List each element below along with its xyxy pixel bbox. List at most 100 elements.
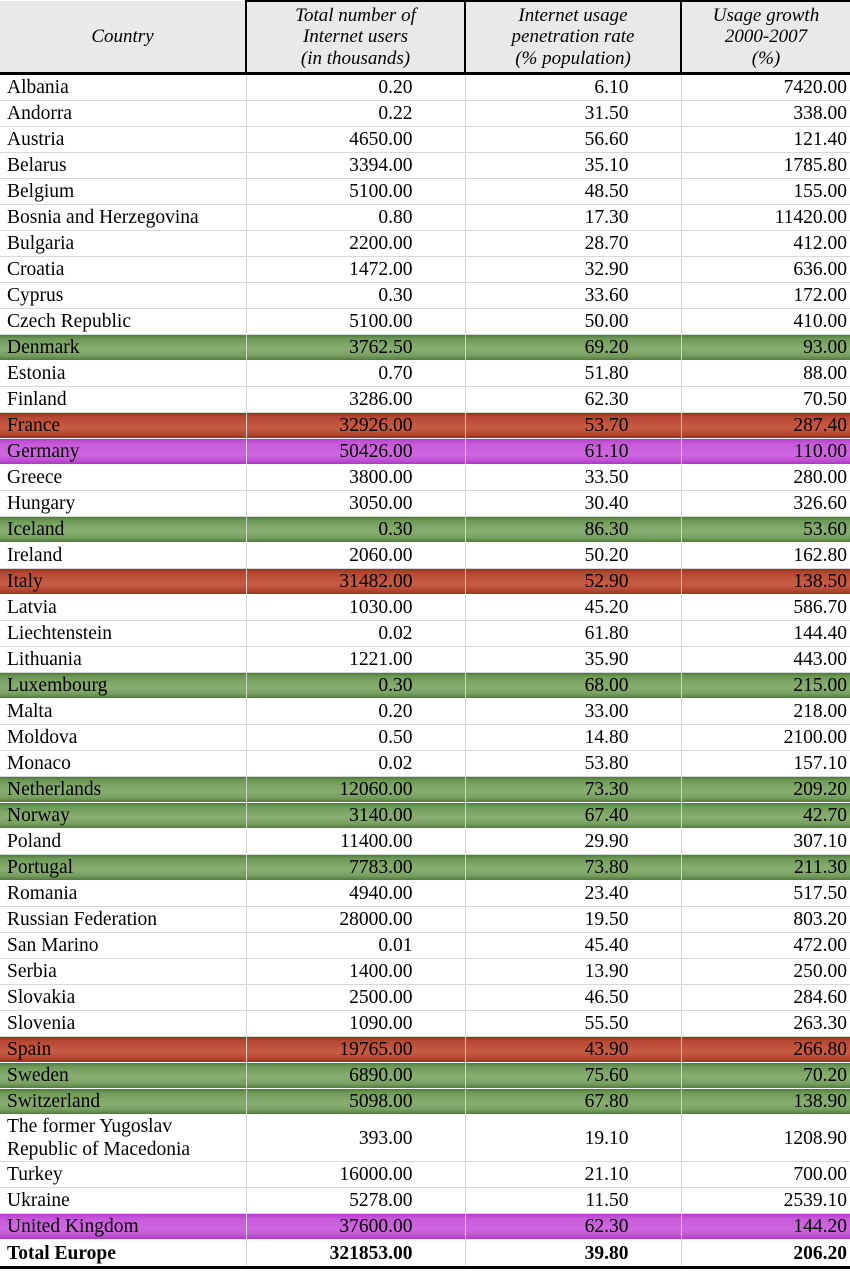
cell-users: 393.00 <box>245 1114 465 1163</box>
cell-users: 0.30 <box>245 282 465 310</box>
cell-growth: 144.40 <box>680 620 850 648</box>
cell-growth: 287.40 <box>680 412 850 439</box>
cell-penetration: 43.90 <box>464 1036 681 1063</box>
cell-growth: 138.50 <box>680 568 850 595</box>
table-row: Luxembourg 0.30 68.00 215.00 <box>0 672 850 699</box>
cell-growth: 1785.80 <box>680 152 850 180</box>
cell-growth: 7420.00 <box>680 73 850 102</box>
table-row: Bosnia and Herzegovina 0.80 17.30 11420.00 <box>0 204 850 232</box>
cell-growth: 412.00 <box>680 230 850 258</box>
cell-users: 0.30 <box>245 516 465 543</box>
table-row: Cyprus 0.30 33.60 172.00 <box>0 282 850 310</box>
table-row: Albania 0.20 6.10 7420.00 <box>0 73 850 102</box>
cell-users: 0.80 <box>245 204 465 232</box>
cell-growth: 42.70 <box>680 802 850 829</box>
cell-country: Ireland <box>0 542 246 570</box>
cell-penetration: 30.40 <box>464 490 681 518</box>
cell-country: Bulgaria <box>0 230 246 258</box>
table-row: Belgium 5100.00 48.50 155.00 <box>0 178 850 206</box>
cell-country: Poland <box>0 828 246 856</box>
cell-growth: 70.50 <box>680 386 850 414</box>
table-row: Spain 19765.00 43.90 266.80 <box>0 1036 850 1063</box>
cell-penetration: 13.90 <box>464 958 681 986</box>
cell-growth: 280.00 <box>680 464 850 492</box>
cell-users: 1090.00 <box>245 1010 465 1038</box>
cell-growth: 1208.90 <box>680 1114 850 1163</box>
cell-penetration: 19.10 <box>464 1114 681 1163</box>
cell-country: Russian Federation <box>0 906 246 934</box>
table-row: Ireland 2060.00 50.20 162.80 <box>0 542 850 570</box>
cell-users: 3800.00 <box>245 464 465 492</box>
cell-users: 2500.00 <box>245 984 465 1012</box>
cell-growth: 144.20 <box>680 1213 850 1240</box>
cell-growth: 803.20 <box>680 906 850 934</box>
table-row: Austria 4650.00 56.60 121.40 <box>0 126 850 154</box>
table-row: Slovenia 1090.00 55.50 263.30 <box>0 1010 850 1038</box>
cell-growth: 472.00 <box>680 932 850 960</box>
table-footer: Total Europe 321853.00 39.80 206.20 <box>0 1239 850 1270</box>
cell-users: 3050.00 <box>245 490 465 518</box>
cell-penetration: 19.50 <box>464 906 681 934</box>
total-penetration: 39.80 <box>464 1239 681 1270</box>
cell-penetration: 45.20 <box>464 594 681 622</box>
column-header-growth: Usage growth 2000-2007 (%) <box>680 0 850 76</box>
cell-penetration: 6.10 <box>464 73 681 102</box>
table-row: Finland 3286.00 62.30 70.50 <box>0 386 850 414</box>
cell-country: Latvia <box>0 594 246 622</box>
cell-penetration: 69.20 <box>464 334 681 361</box>
cell-country: Portugal <box>0 854 246 881</box>
cell-growth: 162.80 <box>680 542 850 570</box>
table-row: Moldova 0.50 14.80 2100.00 <box>0 724 850 752</box>
cell-growth: 517.50 <box>680 880 850 908</box>
cell-growth: 157.10 <box>680 750 850 778</box>
cell-country: Austria <box>0 126 246 154</box>
cell-country: Andorra <box>0 100 246 128</box>
cell-growth: 284.60 <box>680 984 850 1012</box>
cell-users: 3762.50 <box>245 334 465 361</box>
cell-users: 2060.00 <box>245 542 465 570</box>
cell-users: 4650.00 <box>245 126 465 154</box>
cell-penetration: 62.30 <box>464 386 681 414</box>
table-row: Turkey 16000.00 21.10 700.00 <box>0 1161 850 1189</box>
cell-country: Czech Republic <box>0 308 246 336</box>
cell-penetration: 32.90 <box>464 256 681 284</box>
table-row: Hungary 3050.00 30.40 326.60 <box>0 490 850 518</box>
cell-users: 0.01 <box>245 932 465 960</box>
table-row: San Marino 0.01 45.40 472.00 <box>0 932 850 960</box>
cell-penetration: 21.10 <box>464 1161 681 1189</box>
cell-users: 0.30 <box>245 672 465 699</box>
cell-growth: 2100.00 <box>680 724 850 752</box>
table-row: Netherlands 12060.00 73.30 209.20 <box>0 776 850 803</box>
cell-growth: 88.00 <box>680 360 850 388</box>
cell-users: 3286.00 <box>245 386 465 414</box>
cell-users: 50426.00 <box>245 438 465 465</box>
table-row: Slovakia 2500.00 46.50 284.60 <box>0 984 850 1012</box>
cell-country: Liechtenstein <box>0 620 246 648</box>
cell-penetration: 73.30 <box>464 776 681 803</box>
cell-penetration: 35.90 <box>464 646 681 674</box>
cell-growth: 338.00 <box>680 100 850 128</box>
table-row: Estonia 0.70 51.80 88.00 <box>0 360 850 388</box>
cell-country: Belarus <box>0 152 246 180</box>
cell-growth: 218.00 <box>680 698 850 726</box>
cell-penetration: 52.90 <box>464 568 681 595</box>
cell-penetration: 86.30 <box>464 516 681 543</box>
total-users: 321853.00 <box>245 1239 465 1270</box>
table-row: Bulgaria 2200.00 28.70 412.00 <box>0 230 850 258</box>
cell-country: Estonia <box>0 360 246 388</box>
cell-users: 0.22 <box>245 100 465 128</box>
cell-country: Luxembourg <box>0 672 246 699</box>
cell-growth: 70.20 <box>680 1062 850 1089</box>
table-row: Malta 0.20 33.00 218.00 <box>0 698 850 726</box>
cell-growth: 586.70 <box>680 594 850 622</box>
table-row: Ukraine 5278.00 11.50 2539.10 <box>0 1187 850 1215</box>
cell-country: Slovenia <box>0 1010 246 1038</box>
cell-country: Lithuania <box>0 646 246 674</box>
table-row: Poland 11400.00 29.90 307.10 <box>0 828 850 856</box>
cell-users: 11400.00 <box>245 828 465 856</box>
cell-country: Switzerland <box>0 1088 246 1115</box>
cell-penetration: 51.80 <box>464 360 681 388</box>
cell-penetration: 33.60 <box>464 282 681 310</box>
cell-penetration: 33.00 <box>464 698 681 726</box>
cell-users: 5100.00 <box>245 308 465 336</box>
